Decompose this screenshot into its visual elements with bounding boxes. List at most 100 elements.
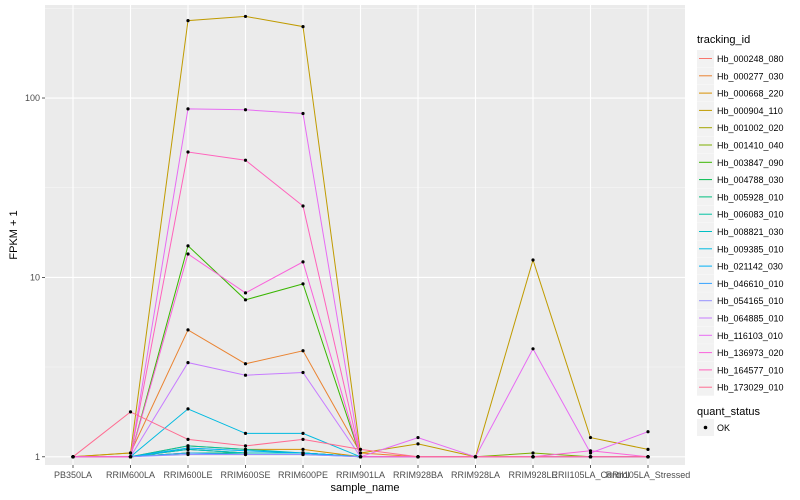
legend-label: Hb_000277_030 xyxy=(717,71,784,81)
data-point xyxy=(588,451,593,455)
data-point xyxy=(186,361,190,365)
legend-tracking-id: tracking_id Hb_000248_080 Hb_000277_030 Hb… xyxy=(697,34,784,396)
legend2-title: quant_status xyxy=(697,406,760,418)
data-point xyxy=(243,291,248,295)
legend-label: Hb_000248_080 xyxy=(717,54,784,64)
x-tick-label: RRIM600LA xyxy=(106,470,155,480)
data-point xyxy=(301,25,305,29)
data-point xyxy=(473,455,478,459)
legend-quant-status: quant_status OK xyxy=(697,406,760,436)
data-point xyxy=(128,451,133,455)
data-point xyxy=(186,252,190,256)
x-tick-label: RRIM600SE xyxy=(220,470,270,480)
data-point xyxy=(301,349,305,353)
data-point xyxy=(243,449,248,453)
x-tick-label: RRIM928LA xyxy=(451,470,500,480)
x-tick-label: PB350LA xyxy=(54,470,92,480)
data-point xyxy=(301,447,305,451)
data-point xyxy=(243,444,248,448)
x-tick-label: RRII105LA_Stressed xyxy=(606,470,691,480)
legend-label: Hb_008821_030 xyxy=(717,227,784,237)
minor-gridlines xyxy=(45,8,685,368)
x-tick-label: RRIM600PE xyxy=(278,470,328,480)
legend-label: Hb_064885_010 xyxy=(717,314,784,324)
legend-label: Hb_136973_020 xyxy=(717,348,784,358)
data-point xyxy=(301,452,305,457)
data-point xyxy=(646,430,650,434)
data-point xyxy=(128,455,133,459)
x-axis: PB350LA RRIM600LA RRIM600LE RRIM600SE RRIM60… xyxy=(54,465,690,480)
data-point xyxy=(416,455,420,459)
legend-label: Hb_116103_010 xyxy=(717,331,783,341)
data-point xyxy=(301,111,305,116)
data-point xyxy=(186,437,190,442)
legend-label: Hb_000668_220 xyxy=(717,89,784,99)
data-point xyxy=(128,410,133,414)
data-point xyxy=(243,108,248,112)
data-point xyxy=(358,455,363,459)
data-point xyxy=(301,260,305,264)
data-point xyxy=(186,452,190,457)
data-point xyxy=(186,107,190,111)
data-point xyxy=(301,431,305,436)
data-point xyxy=(186,19,190,23)
data-point xyxy=(646,447,650,451)
x-tick-label: RRIM928LE xyxy=(508,470,557,480)
data-point xyxy=(301,204,305,208)
data-point xyxy=(416,435,420,440)
data-point xyxy=(243,362,248,366)
legend-label: Hb_001410_040 xyxy=(717,141,784,151)
legend-label: Hb_173029_010 xyxy=(717,383,784,393)
x-axis-title: sample_name xyxy=(330,482,399,494)
data-point xyxy=(301,370,305,375)
data-point xyxy=(186,328,190,332)
data-point xyxy=(358,447,363,451)
data-point xyxy=(531,455,535,459)
data-point xyxy=(186,244,190,248)
data-point xyxy=(243,373,248,377)
data-point xyxy=(358,451,363,455)
legend-title: tracking_id xyxy=(697,34,750,46)
data-point xyxy=(531,451,535,455)
data-point xyxy=(646,455,650,459)
data-point xyxy=(71,455,75,459)
x-tick-label: RRIM901LA xyxy=(336,470,385,480)
legend-label: Hb_054165_010 xyxy=(717,296,784,306)
data-point xyxy=(186,150,190,154)
data-point xyxy=(243,14,248,19)
legend-label: Hb_001002_020 xyxy=(717,123,784,133)
data-point xyxy=(243,158,248,162)
legend-label: Hb_003847_090 xyxy=(717,158,784,168)
x-tick-label: RRIM600LE xyxy=(163,470,212,480)
legend-label: Hb_164577_010 xyxy=(717,365,784,375)
y-tick-label: 10 xyxy=(30,272,40,282)
y-axis-title: FPKM + 1 xyxy=(8,210,20,259)
data-point xyxy=(243,298,248,302)
data-point xyxy=(301,282,305,286)
data-point xyxy=(588,449,593,453)
x-tick-label: RRII105LA_Control xyxy=(551,470,629,480)
legend-label: Hb_009385_010 xyxy=(717,244,784,254)
data-point xyxy=(243,452,248,457)
data-point xyxy=(186,407,190,411)
data-point xyxy=(186,446,190,450)
x-tick-label: RRIM928BA xyxy=(393,470,443,480)
series-points xyxy=(71,14,650,459)
plot-panel xyxy=(45,5,685,465)
y-tick-label: 1 xyxy=(35,452,40,462)
data-point xyxy=(416,442,420,446)
legend-label: Hb_004788_030 xyxy=(717,175,784,185)
legend2-entry-label: OK xyxy=(717,423,730,433)
major-gridlines xyxy=(45,5,685,465)
legend-label: Hb_046610_010 xyxy=(717,279,784,289)
legend-label: Hb_005928_010 xyxy=(717,192,784,202)
data-point xyxy=(243,431,248,436)
data-point xyxy=(301,437,305,442)
legend-label: Hb_021142_030 xyxy=(717,262,783,272)
data-point xyxy=(588,455,593,459)
data-point xyxy=(588,435,593,440)
y-axis: 1 10 100 xyxy=(25,93,45,462)
legend-label: Hb_006083_010 xyxy=(717,210,784,220)
data-point xyxy=(531,258,535,262)
